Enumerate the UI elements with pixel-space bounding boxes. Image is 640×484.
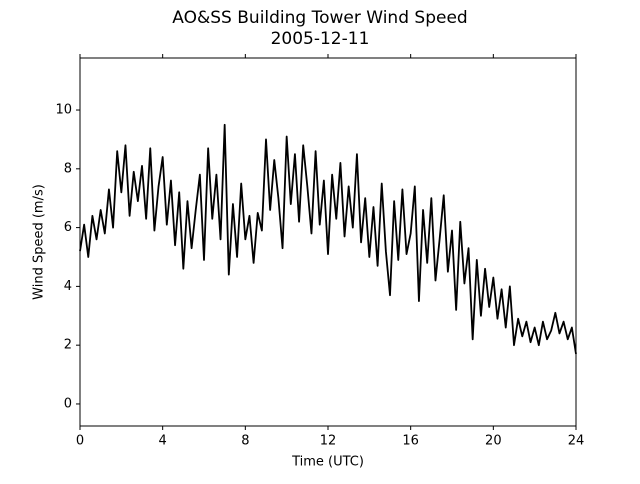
- x-tick-label: 20: [485, 434, 502, 449]
- x-tick-label: 16: [402, 434, 419, 449]
- y-tick-label: 8: [64, 161, 72, 176]
- x-tick-label: 8: [241, 434, 249, 449]
- x-tick-label: 24: [568, 434, 585, 449]
- x-axis-label: Time (UTC): [291, 455, 364, 470]
- y-axis-label: Wind Speed (m/s): [32, 184, 47, 300]
- chart-subtitle: 2005-12-11: [271, 29, 370, 49]
- y-tick-label: 4: [64, 279, 72, 294]
- data-line: [79, 123, 577, 355]
- chart-title: AO&SS Building Tower Wind Speed: [172, 8, 467, 28]
- y-tick-label: 10: [55, 103, 72, 118]
- x-tick-label: 4: [159, 434, 167, 449]
- y-tick-label: 0: [64, 396, 72, 411]
- x-tick-label: 0: [76, 434, 84, 449]
- x-tick-label: 12: [320, 434, 337, 449]
- y-tick-label: 6: [64, 220, 72, 235]
- y-tick-label: 2: [64, 338, 72, 353]
